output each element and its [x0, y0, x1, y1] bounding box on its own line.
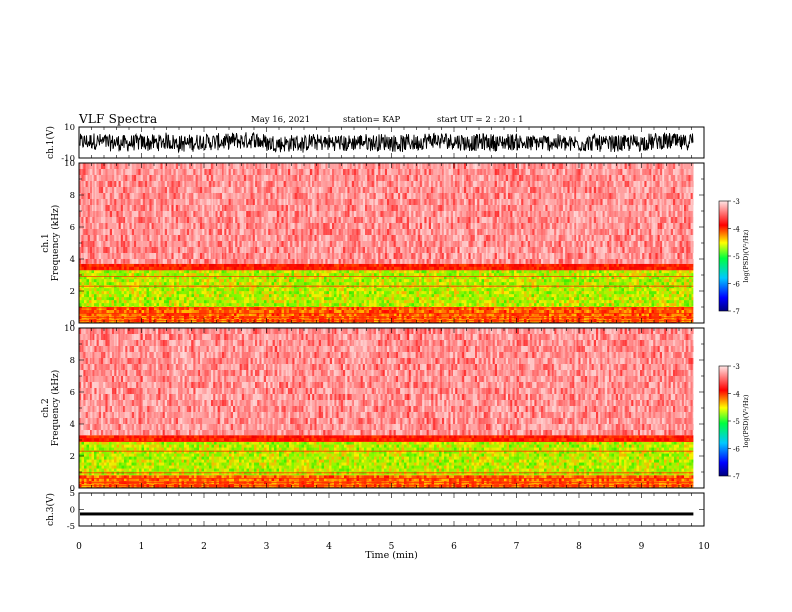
ch1-waveform-tick-label: -10: [61, 154, 75, 164]
colorbar-tick-label: -3: [733, 363, 740, 371]
colorbar-label: log(PSD)(V²/Hz): [742, 394, 750, 447]
ch2-colorbar: [718, 365, 729, 477]
ch1-colorbar: [718, 200, 729, 312]
ch1-waveform-tick-label: 10: [64, 123, 75, 133]
ch3-waveform-band: [80, 512, 694, 516]
ch3-ylabel: ch.3(V): [45, 493, 56, 526]
ch1-ylabel: ch.1(V): [45, 126, 56, 159]
colorbar-tick-label: -5: [733, 253, 740, 261]
colorbar-tick-label: -7: [733, 473, 740, 481]
colorbar-tick-label: -3: [733, 198, 740, 206]
freq-tick-label: 10: [64, 159, 75, 169]
spectrogram-ch1: [79, 163, 694, 323]
colorbar-label: log(PSD)(V²/Hz): [742, 229, 750, 282]
x-tick-label: 7: [514, 542, 520, 552]
station-label: station= KAP: [343, 115, 400, 125]
x-tick-label: 9: [639, 542, 645, 552]
figure-title: VLF Spectra: [79, 112, 157, 126]
spectrogram-ch2: [79, 328, 694, 488]
x-tick-label: 6: [451, 542, 457, 552]
x-tick-label: 4: [326, 542, 332, 552]
x-tick-label: 3: [264, 542, 270, 552]
colorbar-tick-label: -6: [733, 446, 740, 454]
ch1-freq-ylabel: ch.1Frequency (kHz): [41, 205, 61, 282]
freq-tick-label: 0: [70, 319, 75, 329]
x-tick-label: 2: [201, 542, 207, 552]
ch3-waveform-tick-label: -5: [67, 522, 75, 532]
freq-tick-label: 8: [70, 356, 75, 366]
colorbar-tick-label: -4: [733, 226, 740, 234]
x-tick-label: 1: [139, 542, 145, 552]
x-tick-label: 10: [698, 542, 710, 552]
colorbar-tick-label: -6: [733, 281, 740, 289]
freq-tick-label: 4: [70, 255, 75, 265]
x-tick-label: 0: [76, 542, 82, 552]
freq-tick-label: 8: [70, 191, 75, 201]
ch2-freq-ylabel: ch.2Frequency (kHz): [41, 370, 61, 447]
ch3-waveform-tick-label: 5: [70, 489, 75, 499]
freq-tick-label: 6: [70, 388, 75, 398]
x-tick-label: 8: [576, 542, 582, 552]
freq-tick-label: 0: [70, 484, 75, 494]
colorbar-tick-label: -7: [733, 308, 740, 316]
x-tick-label: 5: [389, 542, 395, 552]
ch3-waveform-tick-label: 0: [70, 506, 75, 516]
x-axis-label: Time (min): [365, 550, 418, 561]
colorbar-tick-label: -4: [733, 391, 740, 399]
freq-tick-label: 2: [70, 452, 75, 462]
date-label: May 16, 2021: [251, 115, 310, 125]
freq-tick-label: 10: [64, 324, 75, 334]
freq-tick-label: 2: [70, 287, 75, 297]
start-time-label: start UT = 2 : 20 : 1: [437, 115, 524, 125]
ch1-waveform-line: [79, 132, 694, 154]
freq-tick-label: 4: [70, 420, 75, 430]
colorbar-tick-label: -5: [733, 418, 740, 426]
freq-tick-label: 6: [70, 223, 75, 233]
